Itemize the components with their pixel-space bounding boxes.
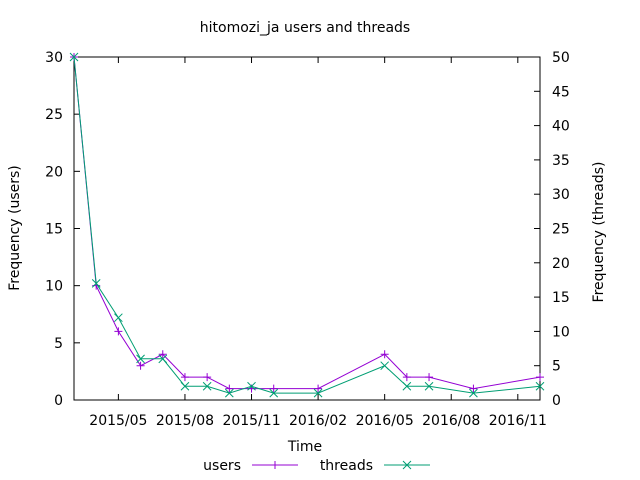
right-axis: 0 5 10 15 20 25 30 35 40 45 50 [534, 50, 570, 409]
data-point-threads [380, 361, 390, 371]
x-tick-label: 2015/05 [89, 413, 147, 429]
data-point-threads [535, 381, 545, 391]
data-point-users [314, 384, 323, 393]
data-point-users [536, 373, 544, 382]
legend-label-threads: threads [320, 458, 373, 474]
left-tick-label: 10 [45, 279, 63, 295]
series-users [70, 53, 544, 393]
x-tick-label: 2015/08 [156, 413, 214, 429]
right-tick-label: 25 [552, 222, 570, 238]
right-tick-label: 5 [552, 359, 561, 375]
data-point-threads [402, 381, 412, 391]
series-line-threads [73, 56, 541, 394]
left-tick-label: 20 [45, 164, 63, 180]
plot-border [73, 56, 541, 401]
data-point-users [136, 361, 145, 370]
right-tick-label: 30 [552, 187, 570, 203]
data-point-users [225, 384, 234, 393]
x-axis-label: Time [287, 439, 322, 455]
x-tick-label: 2016/05 [356, 413, 414, 429]
chart-title: hitomozi_ja users and threads [200, 20, 410, 36]
plot-area [73, 56, 541, 401]
data-point-users [114, 327, 123, 336]
data-point-threads [269, 388, 279, 398]
y-axis-right-label: Frequency (threads) [591, 162, 607, 303]
data-point-threads [247, 381, 256, 391]
left-tick-label: 0 [54, 393, 63, 409]
right-tick-label: 10 [552, 324, 570, 340]
data-point-threads [424, 381, 434, 391]
data-point-threads [91, 279, 101, 288]
x-tick-label: 2016/08 [422, 413, 480, 429]
left-tick-label: 5 [54, 336, 63, 352]
right-tick-label: 45 [552, 84, 570, 100]
data-point-users [158, 350, 167, 359]
legend-marker-users [271, 461, 279, 469]
x-tick-label: 2015/11 [222, 413, 280, 429]
left-tick-label: 25 [45, 107, 63, 123]
data-point-threads [180, 381, 190, 391]
data-point-users [203, 373, 212, 382]
legend: users threads [203, 458, 430, 474]
data-point-threads [313, 388, 323, 398]
legend-label-users: users [203, 458, 241, 474]
data-point-users [469, 384, 478, 393]
series-layer [69, 52, 545, 398]
right-tick-label: 20 [552, 256, 570, 272]
data-point-users [180, 373, 189, 382]
left-tick-label: 15 [45, 222, 63, 238]
left-tick-label: 30 [45, 50, 63, 66]
right-tick-label: 0 [552, 393, 561, 409]
series-line-users [73, 56, 541, 390]
left-axis: 0 5 10 15 20 25 30 [45, 50, 80, 409]
data-point-threads [114, 313, 123, 323]
data-point-users [425, 373, 434, 382]
right-tick-label: 40 [552, 119, 570, 135]
y-axis-left-label: Frequency (users) [7, 165, 23, 291]
series-threads [69, 52, 545, 398]
x-axis: 2015/05 2015/08 2015/11 2016/02 2016/05 2016/… [89, 57, 547, 429]
data-point-threads [469, 388, 478, 398]
x-tick-label: 2016/02 [289, 413, 347, 429]
data-point-threads [69, 52, 79, 62]
data-point-threads [202, 381, 212, 391]
right-tick-label: 15 [552, 290, 570, 306]
legend-marker-threads [402, 460, 412, 470]
data-point-users [269, 384, 278, 393]
right-tick-label: 50 [552, 50, 570, 66]
data-point-users [380, 350, 389, 359]
data-point-threads [158, 354, 168, 364]
x-tick-label: 2016/11 [489, 413, 547, 429]
data-point-users [402, 373, 411, 382]
data-point-threads [224, 388, 234, 398]
right-tick-label: 35 [552, 153, 570, 169]
data-point-threads [136, 354, 145, 364]
